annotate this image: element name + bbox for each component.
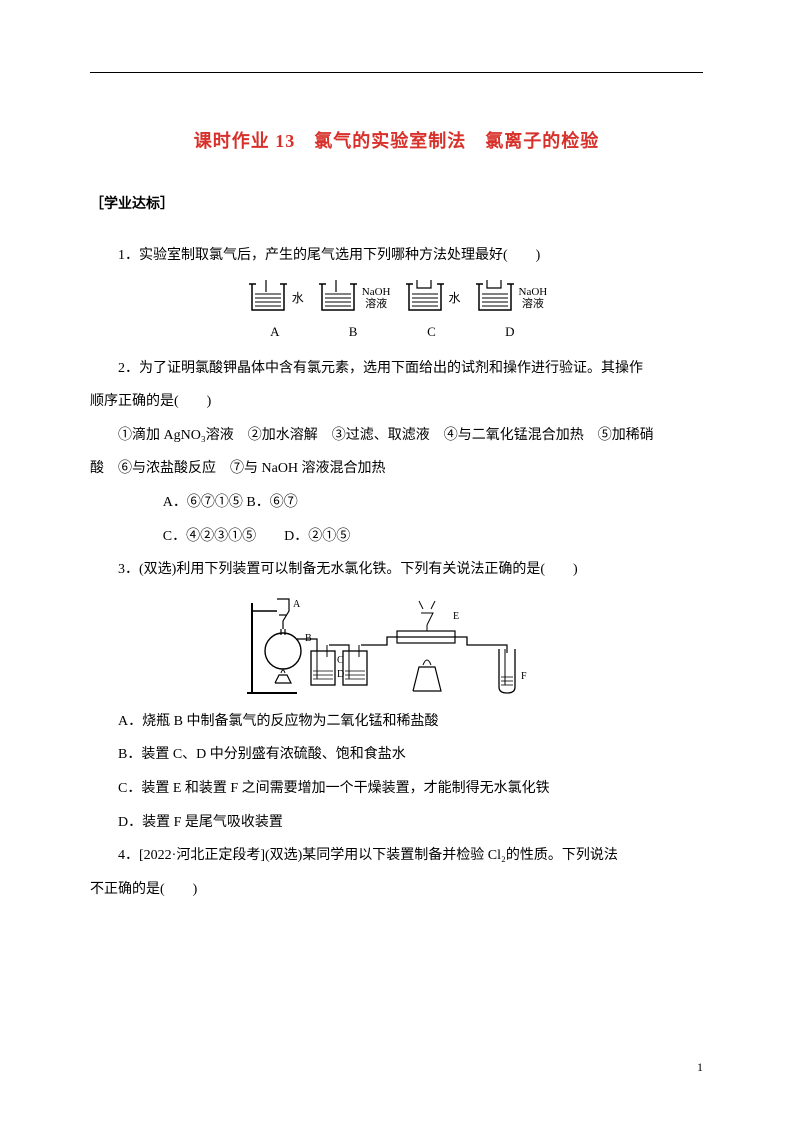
q3-option-a: A．烧瓶 B 中制备氯气的反应物为二氧化锰和稀盐酸 [90,705,703,739]
beaker-letter: C [403,316,461,347]
section-label: ［学业达标］ [90,187,703,221]
beaker-icon [316,280,360,316]
q2-steps-a: ①滴加 AgNO₃溶液 ②加水溶解 ③过滤、取滤液 ④与二氧化锰混合加热 ⑤加稀… [90,419,703,453]
beaker-letter: D [473,316,548,347]
page-title: 课时作业 13 氯气的实验室制法 氯离子的检验 [90,120,703,163]
beaker-right-label: NaOH 溶液 [519,286,548,310]
q2-option-a: A．⑥⑦①⑤ B．⑥⑦ [163,486,703,520]
beaker-icon [403,280,447,316]
beaker-right-label: 水 [292,284,304,313]
beaker-C: 水 C [403,280,461,347]
beaker-B: NaOH 溶液 B [316,280,391,347]
beaker-letter: B [316,316,391,347]
top-rule [90,72,703,73]
q3-stem: 3．(双选)利用下列装置可以制备无水氯化铁。下列有关说法正确的是( ) [90,553,703,587]
q3-option-c: C．装置 E 和装置 F 之间需要增加一个干燥装置，才能制得无水氯化铁 [90,772,703,806]
beaker-A: 水 A [246,280,304,347]
q2-stem-a: 2．为了证明氯酸钾晶体中含有氯元素，选用下面给出的试剂和操作进行验证。其操作 [90,352,703,386]
beaker-letter: A [246,316,304,347]
svg-text:E: E [453,611,459,622]
title-right: 氯气的实验室制法 氯离子的检验 [314,131,599,151]
q2-option-c: C．④②③①⑤ D．②①⑤ [163,520,703,554]
q4-stem-a: 4．[2022·河北正定段考](双选)某同学用以下装置制备并检验 Cl₂的性质。… [90,839,703,873]
q4-stem-b: 不正确的是( ) [90,873,703,907]
beaker-D: NaOH 溶液 D [473,280,548,347]
q3-option-b: B．装置 C、D 中分别盛有浓硫酸、饱和食盐水 [90,738,703,772]
beaker-icon [473,280,517,316]
apparatus-diagram-icon: A B C D E [237,593,557,703]
beaker-icon [246,280,290,316]
q3-option-d: D．装置 F 是尾气吸收装置 [90,806,703,840]
q2-stem-b: 顺序正确的是( ) [90,385,703,419]
q1-diagram-row: 水 A NaOH 溶液 B [90,280,703,347]
q1-stem: 1．实验室制取氯气后，产生的尾气选用下列哪种方法处理最好( ) [90,239,703,273]
svg-text:A: A [293,599,301,610]
q2-steps-b: 酸 ⑥与浓盐酸反应 ⑦与 NaOH 溶液混合加热 [90,452,703,486]
svg-text:D: D [337,669,344,680]
title-left: 课时作业 13 [194,131,296,151]
beaker-right-label: 水 [449,284,461,313]
page-number: 1 [697,1053,703,1082]
svg-text:F: F [521,671,527,682]
beaker-right-label: NaOH 溶液 [362,286,391,310]
q3-diagram: A B C D E [90,593,703,703]
